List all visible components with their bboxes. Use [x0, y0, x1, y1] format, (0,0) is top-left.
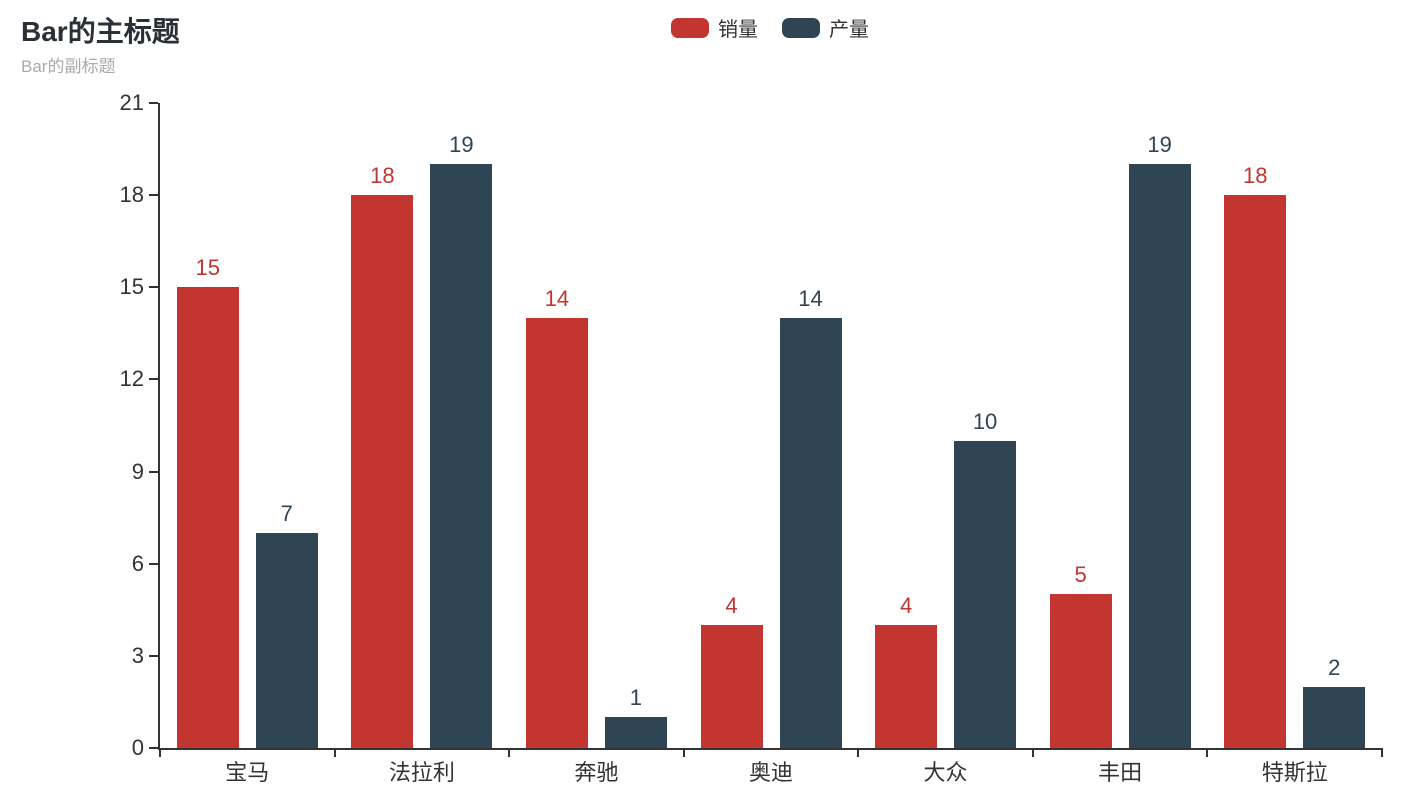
x-axis-category-label: 法拉利	[388, 760, 455, 785]
bar-series-0[interactable]	[176, 287, 239, 748]
legend-item-sales[interactable]: 销量	[671, 13, 758, 42]
x-axis-category-label: 丰田	[1098, 760, 1143, 785]
bar-series-1[interactable]	[255, 533, 318, 748]
bar-value-label: 18	[1242, 163, 1268, 189]
y-axis-tick-label: 6	[131, 550, 144, 576]
bar-series-0[interactable]	[351, 195, 414, 748]
bar-series-1[interactable]	[1128, 164, 1191, 748]
bar-value-label: 18	[370, 163, 395, 189]
y-axis-tick	[149, 562, 158, 565]
legend-marker-sales-swatch	[671, 17, 709, 38]
x-axis-tick	[682, 748, 685, 757]
legend-label-production: 产量	[829, 19, 869, 41]
bar-series-1[interactable]	[779, 318, 842, 748]
x-axis-line	[158, 748, 1382, 750]
bar-series-1[interactable]	[604, 717, 667, 748]
bar-value-label: 19	[449, 132, 474, 158]
x-axis-category-label: 奥迪	[748, 760, 793, 785]
bar-series-0[interactable]	[525, 318, 588, 748]
x-axis-category-label: 宝马	[225, 760, 270, 785]
y-axis-tick-label: 3	[131, 642, 144, 668]
y-axis-tick	[149, 747, 158, 749]
x-axis-category-label: 奔驰	[574, 760, 619, 785]
bar-series-1[interactable]	[430, 164, 493, 748]
bar-value-label: 4	[899, 593, 913, 619]
y-axis-tick	[149, 286, 158, 289]
y-axis-tick	[149, 378, 158, 381]
x-axis-tick	[1031, 748, 1034, 757]
chart-subtitle: Bar的副标题	[21, 57, 116, 76]
x-axis-tick	[1381, 748, 1383, 757]
chart-title: Bar的主标题	[21, 16, 180, 47]
y-axis-tick	[149, 470, 158, 473]
x-axis-tick	[857, 748, 860, 757]
bar-series-0[interactable]	[700, 625, 763, 748]
y-axis-tick-label: 21	[119, 90, 144, 115]
y-axis-tick	[149, 654, 158, 657]
bar-value-label: 19	[1147, 132, 1172, 158]
bar-series-0[interactable]	[1049, 594, 1112, 748]
legend: 销量 产量	[671, 13, 869, 42]
bar-value-label: 1	[629, 685, 643, 711]
y-axis-tick-label: 9	[131, 458, 144, 484]
y-axis-tick-label: 12	[119, 366, 144, 392]
y-axis-tick-label: 18	[119, 182, 144, 208]
x-axis-tick	[1206, 748, 1209, 757]
y-axis-line	[158, 103, 160, 748]
bar-series-0[interactable]	[875, 625, 938, 748]
y-axis-tick	[149, 102, 158, 104]
y-axis-tick-label: 15	[119, 274, 144, 300]
y-axis-tick	[149, 194, 158, 197]
x-axis-category-label: 大众	[923, 760, 968, 785]
y-axis-tick-label: 0	[131, 735, 144, 760]
bar-value-label: 10	[972, 408, 998, 434]
legend-marker-production-swatch	[782, 17, 820, 38]
bar-series-1[interactable]	[954, 440, 1017, 748]
bar-value-label: 2	[1328, 654, 1341, 680]
bar-series-0[interactable]	[1224, 195, 1287, 748]
bar-value-label: 5	[1074, 562, 1087, 588]
x-axis-category-label: 特斯拉	[1261, 760, 1328, 785]
bar-series-1[interactable]	[1303, 686, 1366, 748]
legend-item-production[interactable]: 产量	[782, 13, 869, 42]
bar-value-label: 4	[725, 593, 738, 619]
plot-area: 0 3 6 9 12 15 18 21 宝马 法拉利 奔驰 奥迪 大众 丰田 特斯拉 15 18 14 4 4 5 18 7…	[120, 90, 1383, 785]
bar-value-label: 15	[195, 255, 221, 281]
x-axis-tick	[159, 748, 161, 757]
bar-value-label: 14	[544, 286, 570, 311]
legend-label-sales: 销量	[718, 19, 758, 41]
bar-value-label: 7	[280, 501, 293, 526]
x-axis-tick	[333, 748, 336, 757]
bar-value-label: 14	[798, 286, 823, 311]
x-axis-tick	[508, 748, 511, 757]
